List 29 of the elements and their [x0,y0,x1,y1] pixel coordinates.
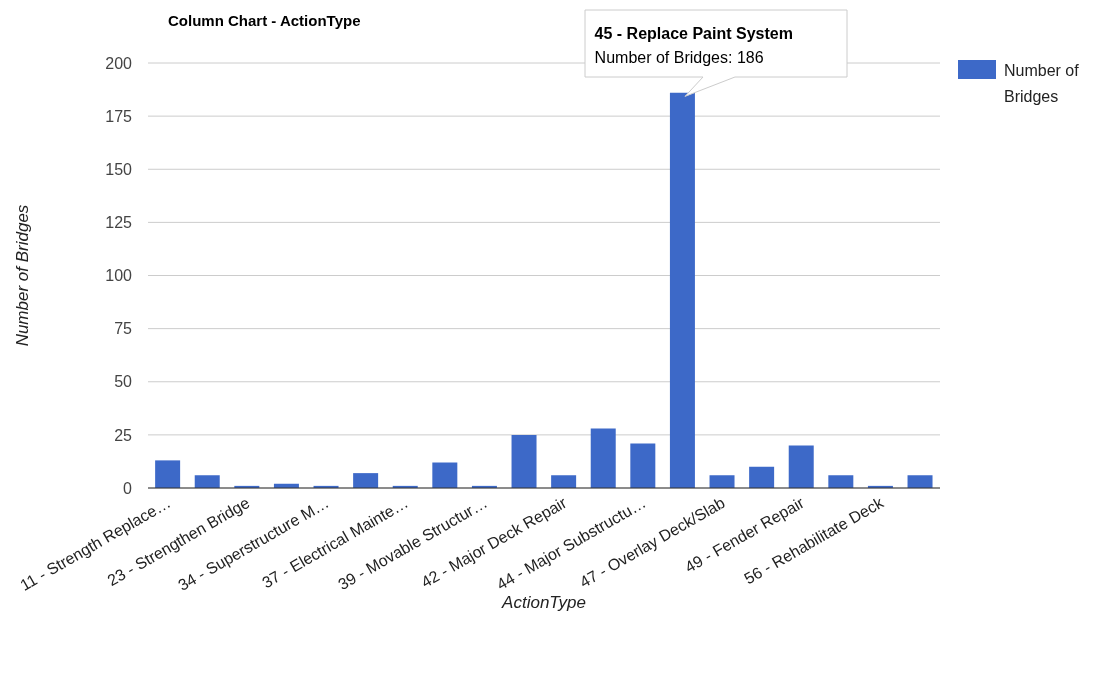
bar [511,434,537,488]
y-tick-label: 0 [123,479,133,497]
text: 45 - Replace Paint System [594,24,793,44]
y-tick-label: 200 [105,54,133,72]
y-axis-title: Number of Bridges [13,204,33,347]
bar [590,428,616,488]
bar [709,475,735,488]
y-tick-label: 25 [114,426,133,444]
bar [907,475,933,488]
y-tick-label: 50 [114,373,133,391]
y-tick-label: 75 [114,320,133,338]
bar [669,92,695,488]
annotation: Number of Bridges: 186 [594,48,765,68]
y-tick-label: 125 [105,214,133,232]
bar [353,473,379,488]
y-tick-label: 150 [105,160,133,178]
bar [155,460,181,488]
bar [788,445,814,488]
y-tick-label: 175 [105,107,133,125]
bar [432,462,458,488]
bar [630,443,656,488]
bar [828,475,854,488]
bar [551,475,577,488]
chart-title: Column Chart - ActionType [168,12,361,29]
bar [194,475,220,488]
y-tick-label: 100 [105,267,133,285]
bar [749,466,775,488]
legend-label: Number of Bridges [1004,61,1080,107]
x-axis-title: ActionType [501,593,586,612]
